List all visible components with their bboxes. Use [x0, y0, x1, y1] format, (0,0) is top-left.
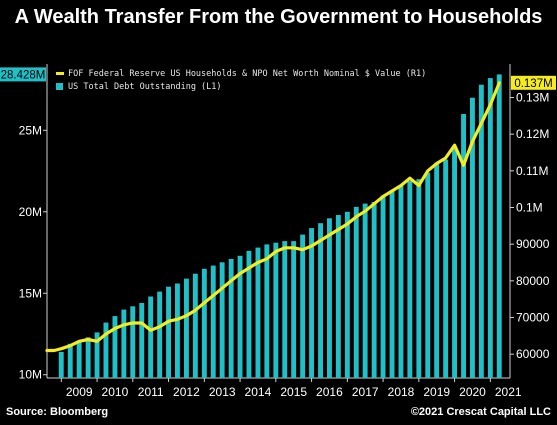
debt-bar [85, 337, 91, 378]
x-tick-label: 2020 [459, 385, 486, 399]
x-tick-label: 2014 [245, 385, 272, 399]
debt-bar [282, 241, 288, 378]
debt-bar [407, 180, 413, 378]
debt-bar [335, 215, 341, 378]
debt-bar [94, 332, 100, 378]
left-last-value-label: 28.428M [1, 69, 46, 81]
debt-bar [58, 351, 64, 378]
debt-bar [210, 265, 216, 378]
debt-bar [264, 244, 270, 378]
chart-title: A Wealth Transfer From the Government to… [14, 6, 543, 28]
debt-bar [166, 286, 171, 378]
right-last-value-label: 0.137M [514, 78, 552, 90]
debt-bar [175, 283, 180, 378]
debt-bar [362, 203, 368, 378]
debt-bar [389, 190, 395, 378]
debt-bar [67, 343, 73, 378]
debt-bar [192, 273, 198, 378]
y-right-tick-label: 0.1M [516, 201, 543, 215]
x-tick-label: 2018 [388, 385, 415, 399]
y-right-tick-label: 60000 [516, 347, 550, 361]
debt-bar [398, 185, 404, 378]
debt-bar [470, 97, 475, 378]
y-left-tick-label: 25M [19, 123, 42, 137]
networth-line [45, 81, 501, 353]
y-right-tick-label: 80000 [516, 274, 550, 288]
debt-bar [255, 247, 261, 378]
debt-bar [228, 259, 234, 378]
debt-bar [130, 306, 136, 378]
debt-bar [318, 223, 323, 378]
debt-bar [452, 146, 457, 378]
legend-swatch-line [56, 72, 64, 75]
y-right-tick-label: 90000 [516, 237, 550, 251]
x-tick-label: 2019 [423, 385, 450, 399]
debt-bar [461, 114, 466, 378]
debt-bar [157, 291, 163, 378]
debt-bar [201, 268, 207, 378]
left-last-value-badge [0, 67, 46, 82]
debt-bar [148, 296, 154, 378]
debt-bar [309, 228, 314, 378]
legend-item-networth[interactable]: FOF Federal Reserve US Households & NPO … [56, 67, 426, 80]
debt-bar [121, 309, 127, 378]
debt-bar [443, 159, 449, 378]
x-tick-label: 2013 [209, 385, 236, 399]
debt-bar [246, 250, 252, 378]
legend-label-networth: FOF Federal Reserve US Households & NPO … [68, 68, 427, 79]
y-right-tick-label: 0.13M [516, 91, 549, 105]
legend-swatch-bar [56, 83, 63, 90]
y-right-tick-label: 0.12M [516, 127, 549, 141]
debt-bar [219, 262, 225, 378]
legend-item-debt[interactable]: US Total Debt Outstanding (L1) [56, 80, 426, 93]
debt-bar [112, 316, 118, 378]
y-right-tick-label: 70000 [516, 311, 550, 325]
debt-bar [344, 211, 350, 378]
y-left-tick-label: 20M [19, 205, 42, 219]
y-left-tick-label: 15M [19, 286, 42, 300]
legend-label-debt: US Total Debt Outstanding (L1) [68, 81, 222, 92]
x-tick-label: 2021 [495, 385, 522, 399]
debt-bar [353, 206, 359, 378]
debt-bar [103, 322, 109, 378]
debt-bar [425, 172, 431, 378]
debt-bar [478, 84, 484, 378]
x-tick-label: 2015 [280, 385, 307, 399]
x-tick-label: 2010 [102, 385, 129, 399]
x-tick-label: 2009 [66, 385, 93, 399]
copyright-note: ©2021 Crescat Capital LLC [410, 406, 551, 418]
debt-bar [434, 162, 440, 378]
x-tick-label: 2016 [316, 385, 343, 399]
right-last-value-badge [511, 75, 556, 90]
debt-bar [291, 241, 297, 378]
debt-bar [416, 179, 422, 378]
debt-bar [380, 195, 386, 378]
chart-legend: FOF Federal Reserve US Households & NPO … [52, 65, 431, 95]
debt-bar [371, 202, 377, 378]
x-tick-label: 2011 [138, 385, 164, 399]
debt-bar [237, 255, 243, 378]
debt-bar [487, 78, 493, 378]
y-left-tick-label: 10M [19, 368, 42, 382]
y-right-tick-label: 0.11M [516, 164, 548, 178]
debt-bar [300, 234, 306, 378]
source-note: Source: Bloomberg [6, 406, 109, 418]
debt-bar [273, 242, 279, 378]
debt-bar [327, 218, 332, 378]
debt-bar [139, 303, 145, 378]
debt-bar [76, 342, 82, 378]
debt-bar [496, 74, 502, 379]
x-tick-label: 2012 [173, 385, 200, 399]
debt-bar [184, 278, 189, 378]
x-tick-label: 2017 [352, 385, 379, 399]
